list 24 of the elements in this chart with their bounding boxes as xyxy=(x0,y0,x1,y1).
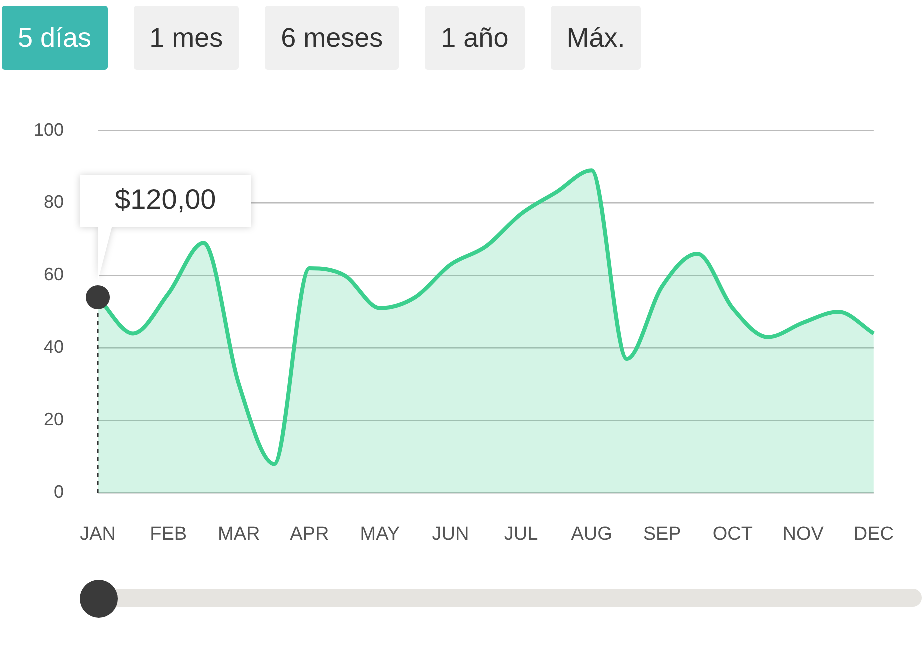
text: Máx. xyxy=(550,6,642,70)
x-tick-label: AUG xyxy=(571,524,612,545)
y-tick-label: 40 xyxy=(44,337,64,358)
x-tick-label: SEP xyxy=(643,524,682,545)
x-tick-label: MAR xyxy=(218,524,260,545)
y-tick-label: 80 xyxy=(44,192,64,212)
y-tick-label: 0 xyxy=(54,482,64,502)
x-tick-label: MAY xyxy=(360,524,400,545)
y-tick-label: 100 xyxy=(34,120,64,140)
x-tick-label: FEB xyxy=(150,524,188,545)
x-tick-label: APR xyxy=(290,524,330,545)
text: 5 días xyxy=(2,6,108,70)
x-tick-label: NOV xyxy=(782,524,824,545)
x-tick-label: JUL xyxy=(504,524,538,545)
x-tick-label: JUN xyxy=(432,524,470,545)
x-tick-label: OCT xyxy=(712,524,754,545)
annotation: $120,00 xyxy=(115,184,216,216)
x-tick-label: DEC xyxy=(854,524,894,545)
y-tick-label: 20 xyxy=(44,410,64,430)
text: 1 año xyxy=(425,6,525,70)
y-tick-label: 60 xyxy=(44,264,64,285)
text: 1 mes xyxy=(134,6,240,70)
x-tick-label: JAN xyxy=(80,524,116,545)
text: 6 meses xyxy=(265,6,400,70)
